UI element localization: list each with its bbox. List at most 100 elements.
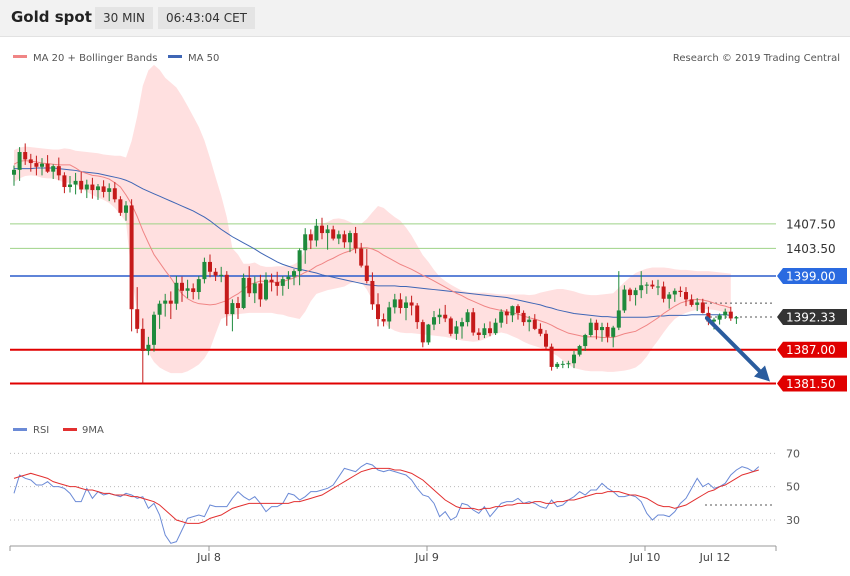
candle-body [208,261,212,272]
candle-body [168,300,173,304]
candle-body [308,234,313,241]
candle-body [152,314,156,345]
candle-body [650,284,655,287]
candle-body [471,312,476,333]
candle-body [174,282,179,304]
candle-body [588,322,593,335]
candle-body [723,311,728,316]
candle-body [616,310,621,328]
x-axis-label: Jul 9 [414,551,439,564]
ma50-legend-label: MA 50 [188,53,219,64]
candle-body [191,288,196,293]
candle-body [527,319,532,323]
candle-body [544,333,548,347]
candle-body [297,250,302,272]
candle-body [493,322,498,334]
candle-body [633,290,638,296]
candle-body [79,180,84,190]
candle-body [236,303,240,308]
candle-body [611,327,616,337]
candle-body [572,354,576,364]
candle-body [695,302,700,305]
candle-body [303,234,308,251]
candle-body [286,276,291,280]
candle-body [555,363,560,367]
candle-body [247,277,252,294]
candle-body [118,199,123,213]
candle-body [510,306,515,316]
candle-body [454,326,459,334]
candle-body [34,163,39,167]
candle-body [336,234,341,239]
candle-body [370,280,375,305]
candle-body [180,282,184,291]
candle-body [656,286,660,288]
x-axis-label: Jul 12 [699,551,731,564]
candle-body [73,180,78,185]
candle-body [353,233,358,249]
rsi-legend-swatch [13,428,27,431]
candle-body [734,317,739,319]
candle-body [712,319,716,322]
candle-body [404,302,408,308]
candle-body [689,299,694,305]
header-bar: Gold spot 30 MIN 06:43:04 CET [0,0,850,37]
candle-body [717,315,722,320]
ma20-legend-label: MA 20 + Bollinger Bands [33,53,157,64]
candle-body [392,299,397,308]
instrument-title: Gold spot [11,8,92,26]
candle-body [314,225,319,241]
rsi-axis-tick: 30 [786,514,800,527]
candle-body [213,271,218,276]
candle-body [185,288,190,291]
candle-body [280,279,285,286]
candle-body [448,318,453,334]
candle-body [17,152,22,170]
candle-body [135,309,140,329]
candle-body [426,324,431,343]
candle-body [202,261,207,280]
forecast-arrow [705,316,764,376]
candle-body [443,314,448,319]
candle-body [45,163,50,172]
price-tag-text: 1381.50 [786,377,836,391]
candle-body [409,302,414,306]
bollinger-band-area [14,64,731,374]
candle-body [521,312,526,323]
candle-body [342,234,347,243]
price-tag-1381.50 [777,375,847,392]
candle-body [124,205,128,213]
candle-body [129,205,134,310]
candle-body [348,233,352,243]
candle-body [320,225,324,234]
candle-body [622,289,627,311]
candle-body [275,282,280,286]
candle-body [532,319,537,329]
candle-body [488,328,492,334]
candle-body [644,284,649,286]
rsi-line [13,462,760,544]
candle-body [269,279,274,283]
candle-body [219,274,224,276]
candle-body [387,307,392,322]
candle-body [90,184,95,191]
candle-body [230,303,235,315]
interval-selector[interactable]: 30 MIN [95,7,153,29]
candle-body [28,159,33,164]
ma20-legend-swatch [13,55,27,58]
candle-body [292,271,296,277]
candle-body [96,186,100,191]
price-tag-1399.00 [777,268,847,285]
rsi-axis-tick: 50 [786,481,800,494]
candle-body [84,184,89,190]
candle-body [700,302,705,313]
candle-body [678,290,683,293]
price-tag-text: 1407.50 [786,217,836,231]
candle-body [258,283,263,300]
candle-body [224,274,229,315]
candle-body [594,322,599,331]
candle-body [667,294,672,299]
candle-body [516,306,520,313]
